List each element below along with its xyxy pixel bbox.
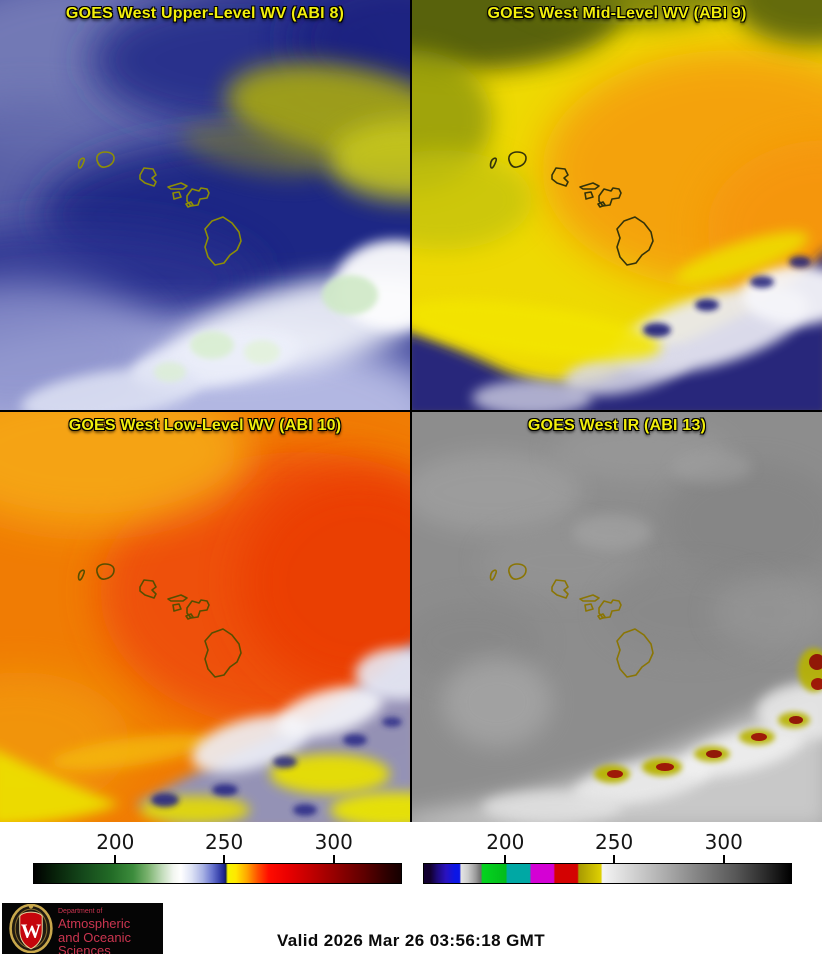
colorbar-tick-label: 200 [96,830,135,854]
panel-goes-west-low-wv: GOES West Low-Level WV (ABI 10) [0,412,410,822]
uw-crest-icon: W [9,904,53,953]
panel-title-abi8: GOES West Upper-Level WV (ABI 8) [65,5,345,22]
panel-title-abi10: GOES West Low-Level WV (ABI 10) [68,417,342,434]
colorbar-tick-label: 250 [205,830,244,854]
colorbar-tick-label: 250 [595,830,634,854]
uw-w-letter: W [21,921,42,943]
ir-colorbar-gradient [423,863,792,884]
logo-dept-line: Department of [58,908,103,915]
colorbar-tick-mark [613,855,616,863]
logo-name-line2: and Oceanic Sciences [58,930,131,954]
colorbar-tick-mark [223,855,226,863]
panel-goes-west-upper-wv: GOES West Upper-Level WV (ABI 8) [0,0,410,410]
satellite-image-abi10 [0,412,410,822]
wv-colorbar-gradient [33,863,402,884]
panel-goes-west-ir: GOES West IR (ABI 13) [412,412,822,822]
satellite-image-abi8 [0,0,410,410]
colorbar-tick-mark [722,855,725,863]
ir-colorbar: 200 250 300 [423,822,792,903]
colorbar-tick-mark [504,855,507,863]
colorbar-tick-label: 300 [704,830,743,854]
colorbar-tick-mark [332,855,335,863]
panel-title-abi13: GOES West IR (ABI 13) [527,417,707,434]
colorbar-row: 200 250 300 200 250 300 [0,822,822,903]
panel-title-abi9: GOES West Mid-Level WV (ABI 9) [487,5,747,22]
footer: W Department of Atmospheric and Oceanic … [0,903,822,954]
colorbar-tick-label: 300 [314,830,353,854]
satellite-image-abi13 [412,412,822,822]
colorbar-tick-label: 200 [486,830,525,854]
satellite-image-abi9 [412,0,822,410]
valid-timestamp: Valid 2026 Mar 26 03:56:18 GMT [276,931,546,950]
panel-grid: GOES West Upper-Level WV (ABI 8) [0,0,822,822]
logo-name-line1: Atmospheric [58,916,131,931]
panel-goes-west-mid-wv: GOES West Mid-Level WV (ABI 9) [412,0,822,410]
logo-text: Department of Atmospheric and Oceanic Sc… [58,908,163,954]
uw-aos-logo: W Department of Atmospheric and Oceanic … [2,903,163,954]
colorbar-tick-mark [114,855,117,863]
wv-colorbar: 200 250 300 [33,822,402,903]
